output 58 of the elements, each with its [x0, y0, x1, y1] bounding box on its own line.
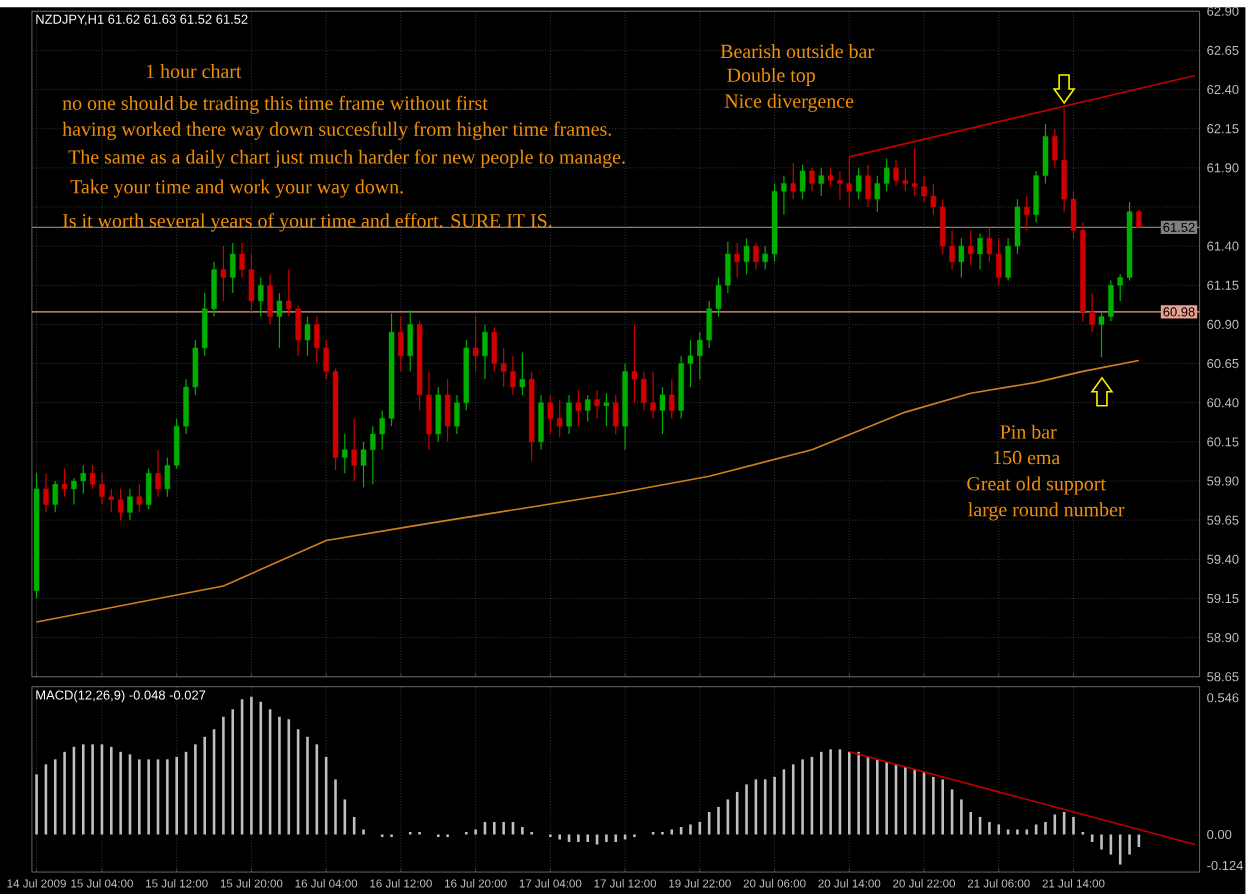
candlestick	[435, 386, 441, 443]
candlestick	[790, 162, 796, 200]
annotation: Double top	[727, 67, 815, 86]
candlestick	[267, 273, 273, 325]
candlestick	[958, 237, 965, 278]
candlestick	[538, 394, 544, 451]
candlestick	[398, 315, 404, 372]
candlestick	[865, 163, 871, 208]
candlestick	[809, 167, 815, 192]
candlestick	[659, 386, 666, 435]
candlestick	[566, 394, 572, 435]
candlestick	[968, 229, 974, 266]
candlestick	[444, 378, 451, 443]
annotation: Nice divergence	[724, 93, 854, 112]
annotation: 150 ema	[993, 450, 1060, 465]
candlestick	[342, 433, 348, 474]
candlestick	[977, 232, 983, 271]
candlestick	[575, 389, 582, 427]
candlestick	[127, 488, 133, 521]
candlestick	[136, 483, 143, 513]
candlestick	[230, 242, 236, 294]
candlestick	[585, 394, 591, 423]
candlestick	[220, 245, 227, 302]
annotation: Bearish outside bar	[720, 43, 874, 58]
candlestick	[1024, 195, 1030, 231]
annotation: 1 hour chart	[146, 63, 242, 78]
annotation: Great old support	[967, 476, 1106, 495]
annotation: Pin bar	[1000, 424, 1057, 439]
candlestick	[43, 472, 49, 513]
annotation: Is it worth several years of your time and effort. SURE IT IS.	[62, 213, 552, 232]
annotation: The same as a daily chart just much harder for new people to manage.	[68, 149, 625, 168]
candlestick	[482, 323, 488, 380]
candlestick	[276, 292, 283, 349]
candlestick	[155, 449, 161, 498]
annotation: Take your time and work your way down.	[70, 179, 403, 198]
line-series	[35, 359, 1140, 623]
candlestick	[855, 167, 862, 200]
candlestick	[799, 163, 806, 200]
candlestick	[594, 389, 600, 419]
annotation: having worked there way down succesfully from higher time frames.	[62, 121, 611, 140]
candlestick	[734, 242, 740, 278]
annotation: no one should be trading this time frame without first	[62, 95, 488, 114]
candlestick	[743, 237, 750, 275]
candlestick	[407, 309, 413, 372]
candlestick	[52, 480, 58, 513]
candlestick	[351, 417, 357, 482]
candlestick	[753, 242, 759, 271]
candlestick	[613, 394, 619, 435]
candlestick	[61, 467, 68, 498]
candlestick	[669, 378, 675, 419]
candlestick	[472, 315, 479, 372]
candlestick	[258, 276, 264, 318]
candlestick	[304, 315, 311, 357]
candlestick	[603, 392, 610, 427]
annotation: large round number	[968, 502, 1125, 521]
candlestick	[818, 167, 824, 197]
candlestick	[145, 467, 152, 510]
candlestick	[519, 351, 526, 396]
